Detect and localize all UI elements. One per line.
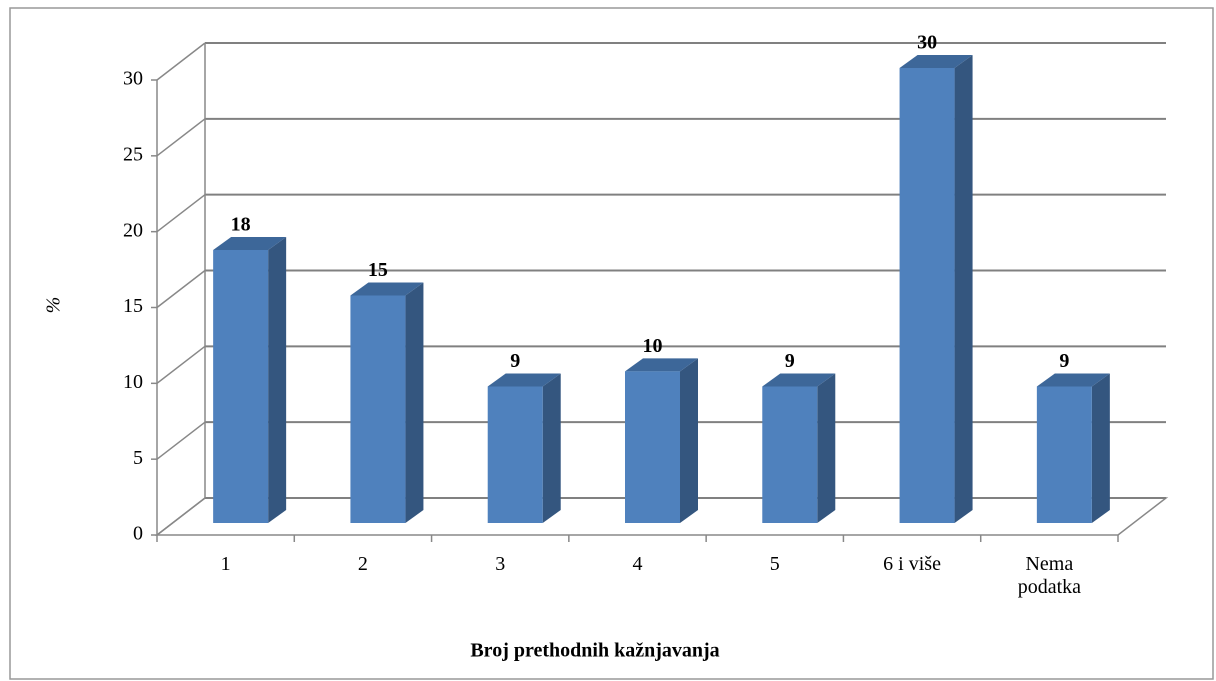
value-label: 9: [785, 350, 795, 372]
value-label: 9: [510, 350, 520, 372]
bar: [350, 295, 406, 523]
bar-top: [899, 55, 973, 68]
y-tick-label: 0: [133, 523, 143, 545]
value-label: 10: [643, 335, 663, 357]
y-tick-label: 10: [123, 371, 143, 393]
value-label: 18: [231, 214, 251, 236]
x-tick-label: 3: [495, 553, 506, 575]
grid-line: [156, 118, 206, 157]
grid-line: [156, 42, 206, 81]
value-label: 30: [917, 32, 937, 54]
x-tick-label: 1: [220, 553, 231, 575]
x-tick-label: 5: [769, 553, 780, 575]
x-tick-label: 2: [357, 553, 368, 575]
x-axis-title: Broj prethodnih kažnjavanja: [470, 640, 719, 662]
bar-side: [542, 373, 561, 523]
bar-side: [817, 373, 836, 523]
bar: [487, 386, 543, 523]
bar-side: [268, 237, 287, 523]
bar-top: [213, 237, 287, 250]
x-tick-label: Nema podatka: [1017, 553, 1081, 598]
grid-line: [156, 269, 206, 309]
bar-top: [1036, 373, 1110, 387]
value-label: 9: [1059, 350, 1069, 372]
y-axis-title: %: [43, 297, 65, 314]
y-tick-label: 25: [123, 143, 143, 165]
bar: [762, 386, 818, 523]
y-tick-label: 15: [123, 295, 143, 317]
bar: [213, 250, 269, 523]
grid-line: [156, 345, 206, 384]
grid-line: [156, 497, 206, 536]
bar: [899, 68, 955, 523]
x-tick-label: 6 i više: [883, 553, 941, 575]
bar-side: [680, 358, 698, 523]
bar-side: [405, 282, 424, 523]
bar-top: [625, 358, 698, 372]
bar-top: [762, 373, 836, 387]
bar-side: [954, 55, 973, 523]
bar: [625, 371, 680, 523]
grid-line: [156, 194, 206, 233]
bar-top: [350, 282, 424, 296]
bar-side: [1091, 373, 1110, 523]
y-tick-label: 30: [123, 68, 143, 90]
bar-top: [487, 373, 561, 387]
value-label: 15: [368, 259, 388, 281]
x-tick-label: 4: [632, 553, 643, 575]
grid-line: [156, 421, 206, 460]
y-tick-label: 5: [133, 447, 143, 469]
bar: [1036, 386, 1092, 523]
y-tick-label: 20: [123, 219, 143, 241]
